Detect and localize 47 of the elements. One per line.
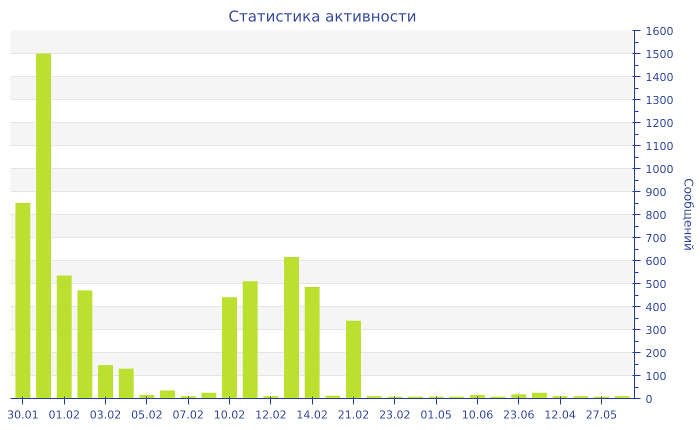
x-tick-label: 30.01 — [7, 408, 39, 422]
y-tick-label: 800 — [646, 209, 666, 222]
bar — [346, 320, 361, 398]
y-tick-label: 600 — [646, 255, 666, 268]
y-tick-label: 100 — [646, 370, 666, 383]
bar — [77, 290, 92, 398]
x-tick-label: 07.02 — [172, 408, 204, 422]
x-tick-label: 10.02 — [214, 408, 246, 422]
y-tick-label: 200 — [646, 347, 666, 360]
y-tick-label: 300 — [646, 324, 666, 337]
x-tick-label: 05.02 — [131, 408, 163, 422]
bar — [98, 365, 113, 398]
y-tick-label: 0 — [646, 393, 652, 406]
bar — [118, 368, 134, 398]
chart-title: Статистика активности — [228, 8, 416, 26]
y-tick-label: 1400 — [646, 71, 674, 84]
bar — [222, 297, 237, 398]
y-tick-label: 1100 — [646, 140, 674, 153]
x-tick-label: 01.05 — [420, 408, 452, 422]
bar — [242, 281, 258, 398]
bar — [284, 257, 299, 398]
y-tick-label: 700 — [646, 232, 666, 245]
y-tick-label: 1200 — [646, 117, 674, 130]
x-tick-label: 03.02 — [90, 408, 122, 422]
x-tick-label: 27.05 — [586, 408, 618, 422]
bar — [304, 286, 320, 398]
bar — [15, 203, 30, 398]
x-tick-label: 01.02 — [48, 408, 80, 422]
y-tick-label: 900 — [646, 186, 666, 199]
x-tick-label: 14.02 — [296, 408, 328, 422]
x-tick-label: 23.02 — [379, 408, 411, 422]
bar — [160, 390, 175, 398]
x-tick-label: 12.02 — [255, 408, 287, 422]
bar — [56, 275, 72, 398]
bar — [325, 396, 340, 398]
x-tick-label: 12.04 — [544, 408, 576, 422]
bar — [36, 54, 51, 398]
y-tick-label: 400 — [646, 301, 666, 314]
y-tick-label: 1300 — [646, 94, 674, 107]
y-tick-label: 1600 — [646, 25, 674, 38]
y-tick-label: 500 — [646, 278, 666, 291]
x-tick-label: 10.06 — [462, 408, 494, 422]
x-tick-label: 23.06 — [503, 408, 535, 422]
y-tick-label: 1000 — [646, 163, 674, 176]
y-axis-title: Сообщений — [681, 178, 696, 251]
y-tick-label: 1500 — [646, 48, 674, 61]
x-tick-label: 21.02 — [338, 408, 370, 422]
